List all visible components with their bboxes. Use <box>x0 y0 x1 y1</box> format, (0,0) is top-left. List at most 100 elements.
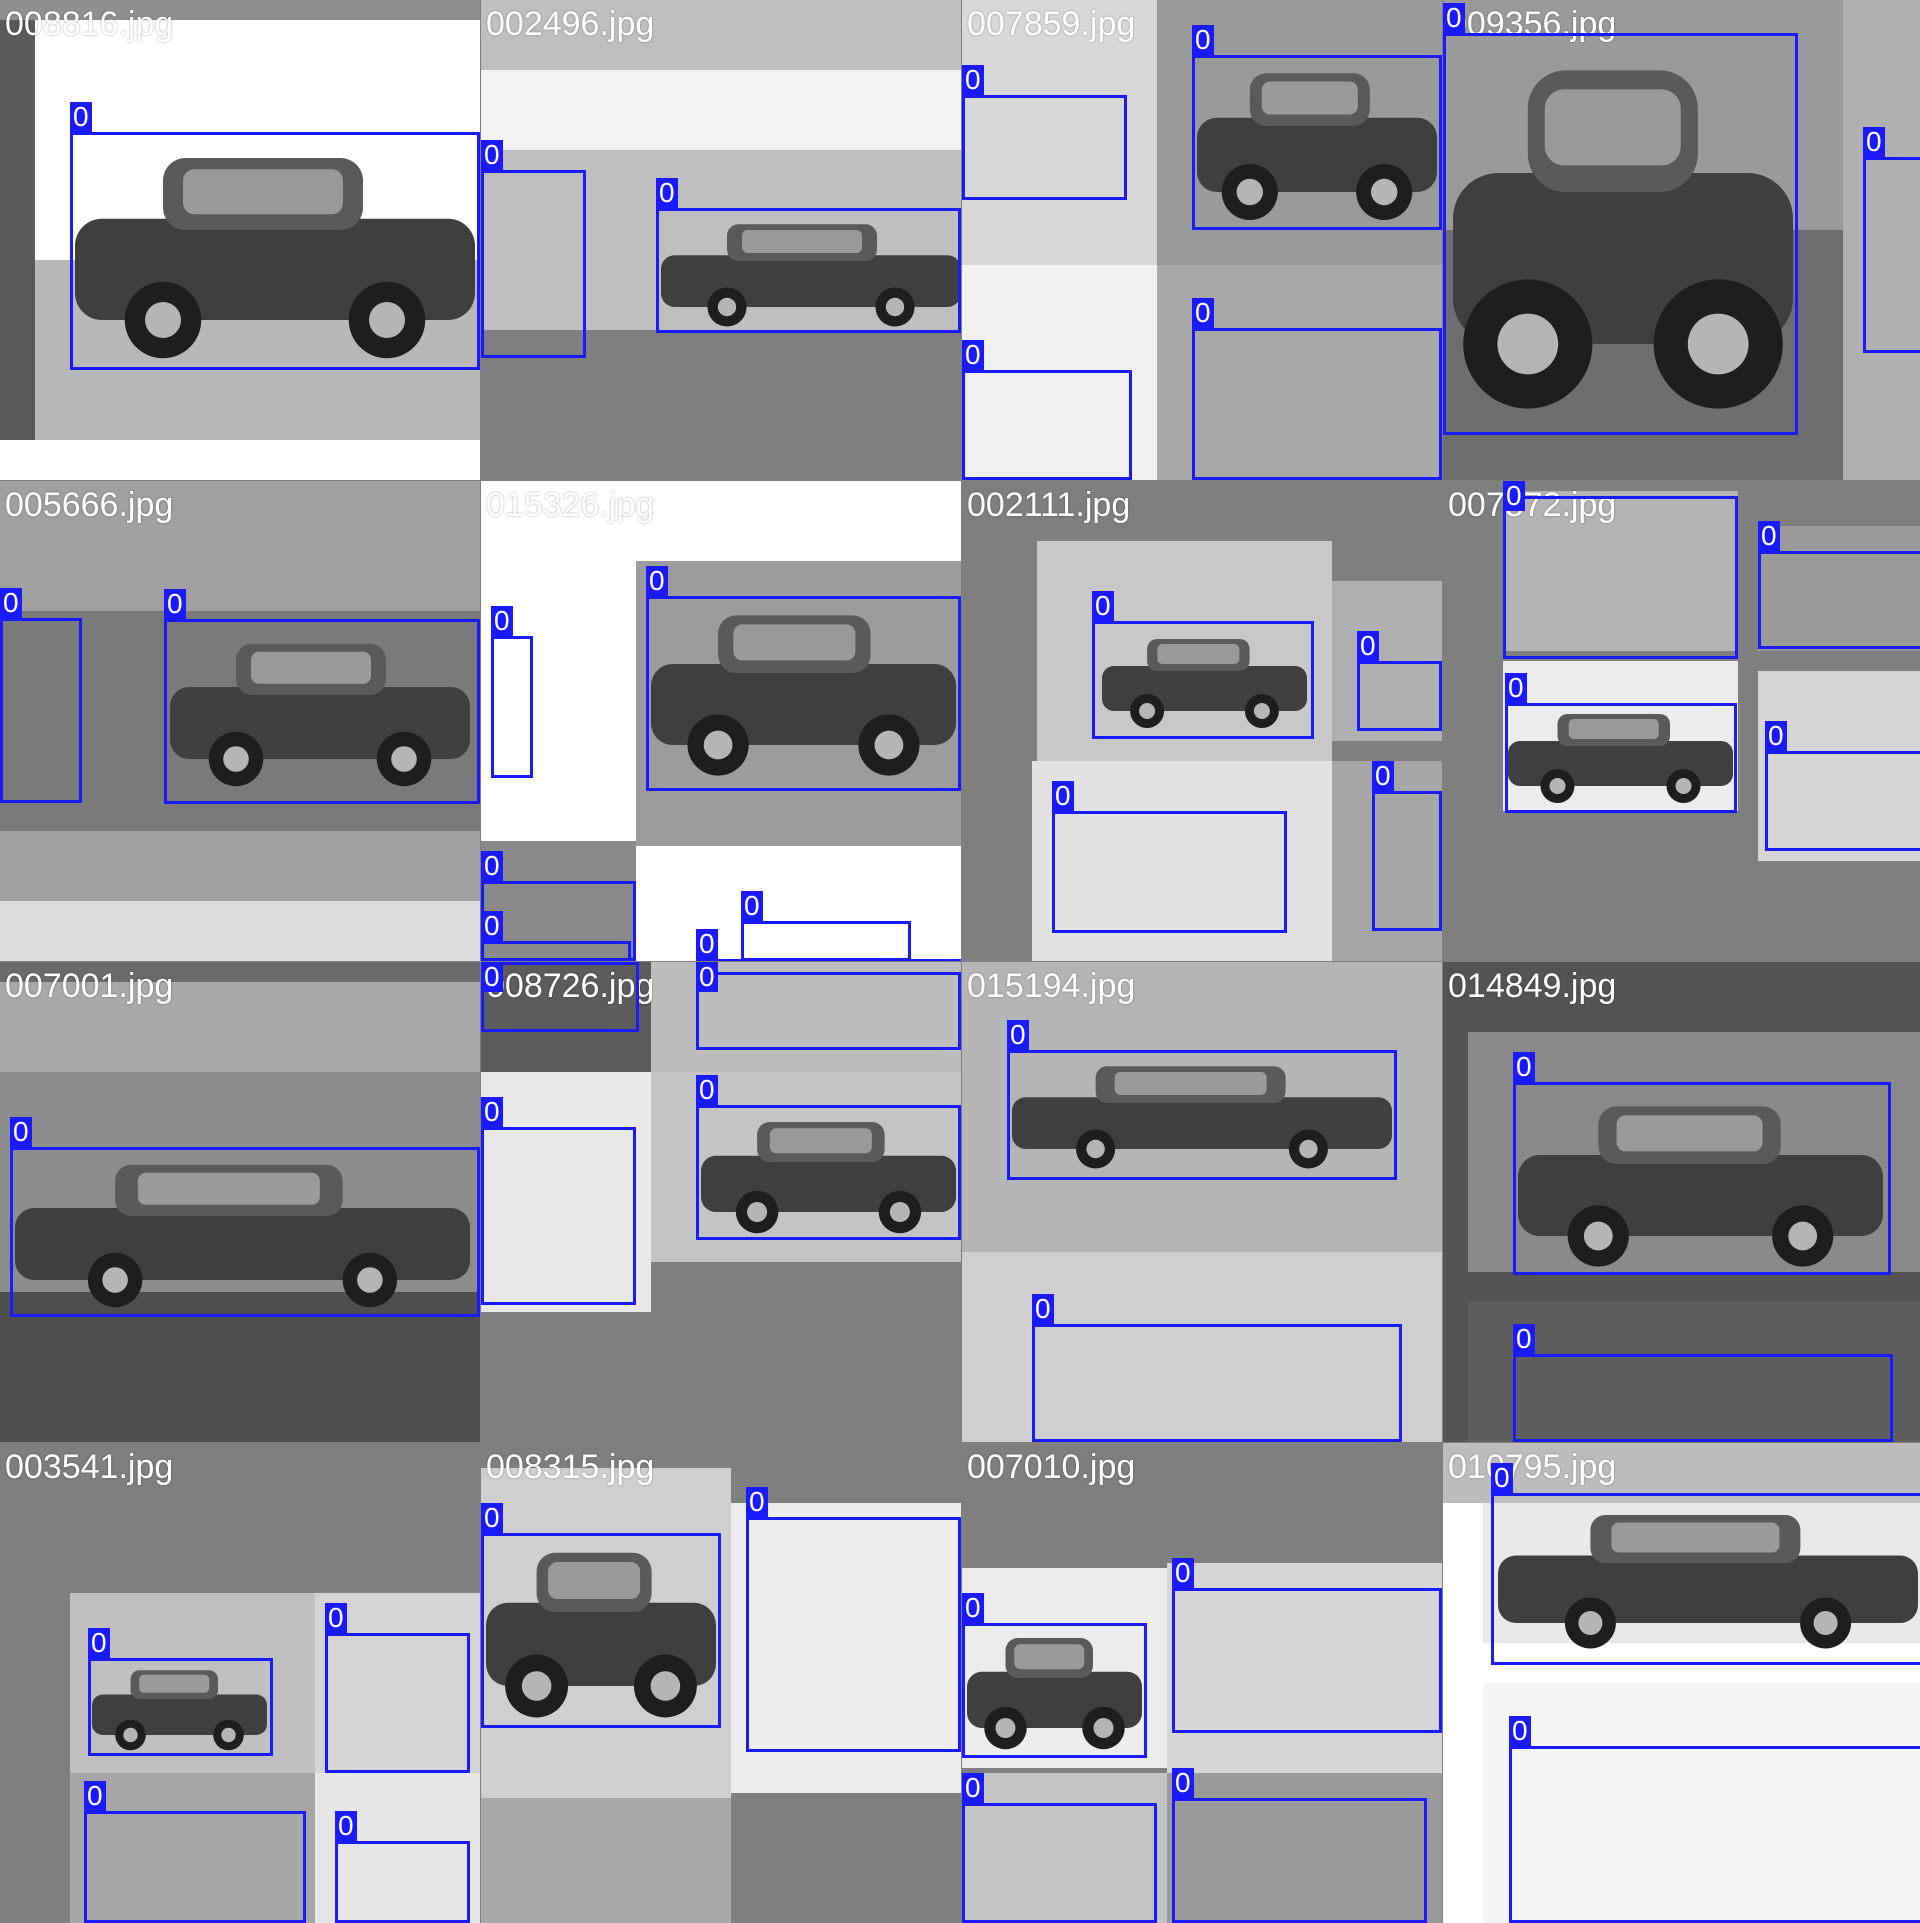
detection-box <box>84 1811 306 1923</box>
mosaic-tile: 002111.jpg 0 0 0 0 <box>962 481 1442 961</box>
detection-box <box>1092 621 1314 739</box>
detection-class-label: 0 <box>1503 481 1525 511</box>
car-silhouette <box>1508 714 1733 803</box>
detection-class-label: 0 <box>1513 1052 1535 1082</box>
detection-class-label: 0 <box>1758 521 1780 551</box>
car-silhouette <box>15 1164 470 1308</box>
detection-box <box>962 95 1127 200</box>
car-silhouette <box>1102 639 1307 728</box>
car-silhouette <box>701 1122 956 1234</box>
mosaic-tile: 002496.jpg 0 0 <box>481 0 961 480</box>
detection-class-label: 0 <box>1765 721 1787 751</box>
tile-photo <box>1443 1443 1920 1923</box>
car-silhouette <box>1453 70 1793 409</box>
detection-class-label: 0 <box>1092 591 1114 621</box>
detection-class-label: 0 <box>0 588 22 618</box>
detection-box <box>1357 661 1442 731</box>
detection-box <box>962 1623 1147 1758</box>
detection-class-label: 0 <box>1491 1463 1513 1493</box>
detection-class-label: 0 <box>962 65 984 95</box>
detection-class-label: 0 <box>70 102 92 132</box>
mosaic-tile: 003541.jpg 0 0 0 0 <box>0 1443 480 1923</box>
detection-box <box>481 1533 721 1728</box>
detection-class-label: 0 <box>1007 1020 1029 1050</box>
car-silhouette <box>75 158 475 359</box>
mosaic-tile: 009356.jpg 0 0 <box>1443 0 1920 480</box>
detection-box <box>1513 1354 1893 1442</box>
detection-class-label: 0 <box>481 140 503 170</box>
tile-photo <box>1443 0 1920 480</box>
car-silhouette <box>486 1552 716 1718</box>
detection-box <box>656 208 961 333</box>
detection-box <box>1052 811 1287 933</box>
detection-class-label: 0 <box>741 891 763 921</box>
detection-class-label: 0 <box>1052 781 1074 811</box>
tile-photo <box>1443 481 1920 961</box>
detection-box <box>1765 751 1920 851</box>
tile-photo <box>1443 962 1920 1442</box>
mosaic-tile: 015326.jpg 0 0 0 0 0 0 <box>481 481 961 961</box>
car-silhouette <box>1518 1106 1883 1267</box>
detection-box <box>1372 791 1442 931</box>
detection-box <box>1505 703 1737 813</box>
car-silhouette <box>967 1638 1142 1750</box>
detection-class-label: 0 <box>1192 25 1214 55</box>
detection-box <box>1192 328 1442 480</box>
tile-photo <box>481 1443 961 1923</box>
detection-class-label: 0 <box>481 911 503 941</box>
detection-class-label: 0 <box>84 1781 106 1811</box>
detection-class-label: 0 <box>1172 1768 1194 1798</box>
detection-class-label: 0 <box>1443 3 1465 33</box>
detection-box <box>481 170 586 358</box>
detection-box <box>962 370 1132 480</box>
detection-class-label: 0 <box>1032 1294 1054 1324</box>
detection-class-label: 0 <box>746 1487 768 1517</box>
tile-photo <box>962 481 1442 961</box>
detection-box <box>962 1803 1157 1923</box>
detection-class-label: 0 <box>481 1097 503 1127</box>
detection-class-label: 0 <box>962 340 984 370</box>
car-silhouette <box>1197 73 1437 221</box>
detection-box <box>335 1841 470 1923</box>
detection-class-label: 0 <box>10 1117 32 1147</box>
detection-box <box>325 1633 470 1773</box>
detection-class-label: 0 <box>481 851 503 881</box>
detection-class-label: 0 <box>491 606 513 636</box>
detection-box <box>1172 1588 1442 1733</box>
detection-class-label: 0 <box>325 1603 347 1633</box>
detection-box <box>1032 1324 1402 1442</box>
detection-class-label: 0 <box>1357 631 1379 661</box>
detection-class-label: 0 <box>481 1503 503 1533</box>
detection-box <box>88 1658 273 1756</box>
detection-box <box>1491 1493 1920 1665</box>
mosaic-tile: 005666.jpg 0 0 <box>0 481 480 961</box>
tile-photo <box>481 0 961 480</box>
mosaic-tile: 014849.jpg 0 0 <box>1443 962 1920 1442</box>
detection-class-label: 0 <box>1513 1324 1535 1354</box>
detection-box <box>741 921 911 961</box>
detection-class-label: 0 <box>696 962 718 992</box>
tile-photo <box>0 962 480 1442</box>
detection-box <box>746 1517 961 1752</box>
detection-box <box>1007 1050 1397 1180</box>
detection-box <box>481 941 631 961</box>
mosaic-tile: 007010.jpg 0 0 0 0 <box>962 1443 1442 1923</box>
detection-class-label: 0 <box>1192 298 1214 328</box>
detection-box <box>1192 55 1442 230</box>
detection-class-label: 0 <box>1372 761 1394 791</box>
detection-class-label: 0 <box>1863 127 1885 157</box>
detection-box <box>1443 33 1798 435</box>
tile-photo <box>0 0 480 480</box>
car-silhouette <box>1498 1515 1918 1649</box>
detection-class-label: 0 <box>962 1593 984 1623</box>
detection-class-label: 0 <box>164 589 186 619</box>
detection-box <box>491 636 533 778</box>
mosaic-tile: 007001.jpg 0 <box>0 962 480 1442</box>
detection-box <box>164 619 480 804</box>
detection-box <box>1513 1082 1891 1275</box>
mosaic-tile: 010795.jpg 0 0 <box>1443 1443 1920 1923</box>
detection-box <box>1758 551 1920 649</box>
mosaic-tile: 007859.jpg 0 0 0 0 <box>962 0 1442 480</box>
detection-class-label: 0 <box>335 1811 357 1841</box>
detection-class-label: 0 <box>646 566 668 596</box>
